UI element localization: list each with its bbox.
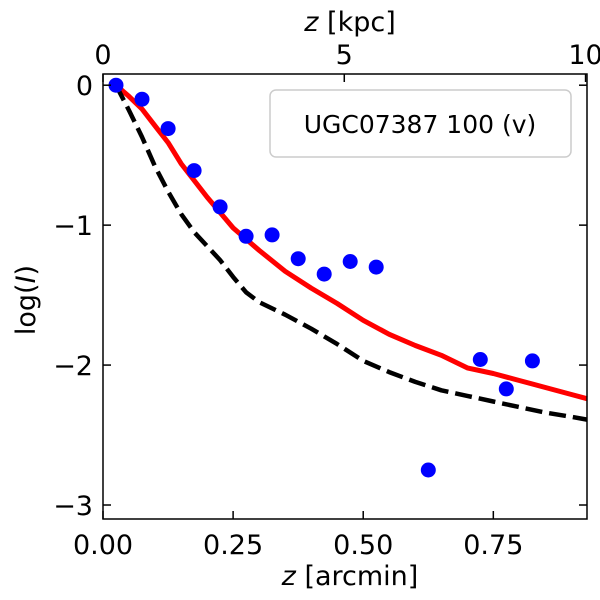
x-tick-label: 0.75 [463, 530, 523, 561]
legend-box [269, 89, 572, 158]
x-tick-label: 0.25 [203, 530, 263, 561]
data-point [186, 163, 202, 179]
x2-tick-label: 0 [94, 40, 111, 71]
legend: UGC07387 100 (v) [269, 89, 572, 158]
y-tick-label: −1 [53, 211, 93, 242]
data-point [524, 353, 540, 369]
data-point [264, 227, 280, 243]
y-tick-label: 0 [76, 71, 93, 102]
data-point [160, 121, 176, 137]
y-tick-label: −3 [53, 491, 93, 522]
data-point [108, 77, 124, 93]
y-axis-label: log(I) [11, 265, 42, 335]
legend-label: UGC07387 100 (v) [304, 110, 537, 139]
data-point [368, 259, 384, 275]
plot-area [108, 77, 588, 478]
x2-axis-label: z [kpc] [303, 7, 395, 38]
data-point [420, 462, 436, 478]
x-tick-label: 0.00 [73, 530, 133, 561]
data-point [342, 254, 358, 269]
x2-tick-label: 5 [336, 40, 353, 71]
psf-line [114, 84, 588, 422]
data-point [498, 381, 514, 397]
data-point [134, 91, 150, 107]
data-point [290, 251, 306, 267]
data-point [212, 199, 228, 215]
y-tick-label: −2 [53, 351, 93, 382]
x2-tick-label: 10 [568, 40, 600, 71]
x-axis-label: z [arcmin] [281, 561, 419, 592]
data-point [472, 352, 488, 367]
x-tick-label: 0.50 [333, 530, 393, 561]
data-point [316, 266, 332, 282]
data-point [238, 228, 254, 244]
model-line [114, 83, 588, 402]
axis-ticks: 0.00 0.25 0.50 0.75 0 5 10 0 −1 −2 −3 [53, 40, 600, 561]
